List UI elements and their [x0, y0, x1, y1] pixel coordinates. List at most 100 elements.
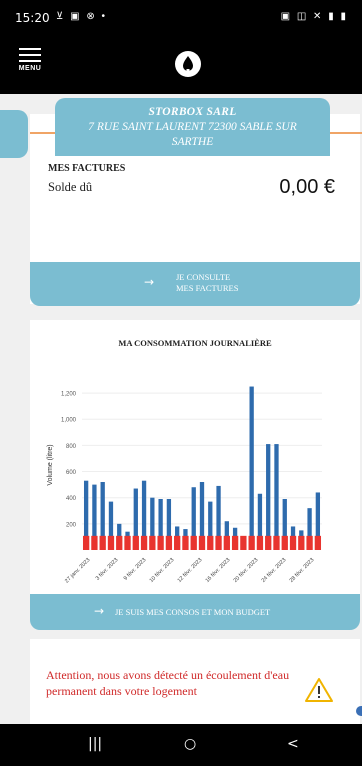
y-tick-label: 800 [66, 444, 77, 450]
chart-title: MA CONSOMMATION JOURNALIÈRE [118, 338, 272, 348]
warning-triangle-icon [305, 678, 333, 702]
y-tick-label: 600 [66, 470, 77, 476]
consult-invoices-button[interactable]: → JE CONSULTE MES FACTURES [30, 262, 360, 306]
consumption-chart-card: MA CONSOMMATION JOURNALIÈRE 200 400 600 800… [30, 320, 360, 620]
home-button[interactable]: ○ [184, 736, 197, 752]
consumption-bar [249, 386, 254, 550]
invoices-title: MES FACTURES [48, 163, 126, 174]
leak-alert-text: Attention, nous avons détecté un écoulem… [46, 668, 290, 698]
consumption-bar [191, 487, 196, 550]
baseline-bar [198, 535, 206, 550]
app-header: MENU [0, 34, 362, 94]
consumption-bar [315, 492, 321, 550]
back-button[interactable]: < [287, 736, 299, 752]
baseline-bar [124, 535, 131, 550]
y-tick-label: 1,000 [61, 418, 77, 424]
baseline-bar [298, 535, 305, 550]
consumption-chart: 200 400 600 800 1,000 1,200 Volume (litre) 27 j… [47, 386, 322, 584]
baseline-bar [91, 535, 98, 550]
baseline-bar [231, 535, 239, 550]
baseline-bar [240, 535, 247, 550]
balance-value: 0,00 € [279, 176, 335, 198]
baseline-bar [306, 535, 313, 550]
consumption-bar [141, 480, 147, 550]
menu-button[interactable]: MENU [10, 44, 50, 86]
baseline-bar [215, 535, 222, 550]
consumption-bar [282, 499, 287, 550]
consumption-budget-label: JE SUIS MES CONSOS ET MON BUDGET [115, 607, 271, 617]
baseline-bar [165, 535, 173, 550]
leak-alert-card[interactable]: Attention, nous avons détecté un écoulem… [30, 639, 360, 724]
consult-invoices-label-line-2: MES FACTURES [176, 283, 239, 293]
water-drop-logo-icon [175, 51, 201, 77]
baseline-bar [116, 535, 123, 550]
x-tick-label: 24 févr. 2023 [261, 557, 288, 584]
baseline-bar [256, 535, 264, 550]
y-axis-label: Volume (litre) [47, 444, 54, 485]
consumption-bar [307, 508, 312, 550]
consumption-bar [208, 501, 213, 550]
consumption-bar [158, 499, 163, 550]
baseline-bar [99, 535, 106, 550]
y-tick-label: 400 [66, 496, 77, 502]
baseline-bar [182, 535, 189, 550]
consumption-bar [133, 488, 138, 550]
address-tab[interactable]: STORBOX SARL 7 RUE SAINT LAURENT 72300 S… [55, 98, 330, 156]
baseline-bar [140, 535, 148, 550]
consumption-bar [257, 493, 263, 550]
x-tick-label: 9 févr. 2023 [123, 557, 148, 582]
consumption-bar [100, 482, 105, 550]
baseline-bar [149, 535, 156, 550]
x-tick-label: 12 févr. 2023 [177, 557, 204, 584]
recent-apps-button[interactable]: ||| [88, 736, 103, 752]
consumption-bar [83, 480, 89, 550]
consumption-bar [274, 444, 279, 550]
status-time: 15:20 [15, 11, 50, 25]
baseline-bar [289, 535, 297, 550]
status-bar: 15:20 ⊻ ▣ ⊗ • ▣ ◫ ✕ ▮ ▮ [0, 0, 362, 34]
previous-account-tab[interactable] [0, 110, 28, 158]
baseline-bar [157, 535, 164, 550]
main-content[interactable]: STORBOX SARL 7 RUE SAINT LAURENT 72300 S… [0, 94, 362, 724]
baseline-bar [132, 535, 139, 550]
x-tick-label: 3 févr. 2023 [95, 557, 120, 582]
baseline-bar [281, 535, 288, 550]
balance-label: Solde dû [48, 180, 93, 194]
arrow-right-icon: → [94, 604, 105, 618]
android-navigation-bar: ||| ○ < [0, 724, 362, 766]
floating-chat-handle[interactable] [356, 706, 362, 716]
consult-invoices-label-line-1: JE CONSULTE [176, 272, 231, 282]
consumption-bar [166, 499, 172, 550]
baseline-bar [223, 535, 230, 550]
address-line-2: SARTHE [171, 136, 214, 148]
baseline-bar [248, 535, 255, 550]
x-tick-label: 10 févr. 2023 [149, 557, 176, 584]
account-name: STORBOX SARL [148, 106, 237, 118]
consumption-bar [266, 444, 271, 550]
y-tick-label: 200 [66, 522, 77, 528]
x-tick-label: 28 févr. 2023 [289, 557, 316, 584]
baseline-bar [207, 535, 214, 550]
baseline-bar [174, 535, 181, 550]
x-tick-label: 20 févr. 2023 [233, 557, 260, 584]
baseline-bar [190, 535, 197, 550]
baseline-bar [273, 535, 280, 550]
y-tick-label: 1,200 [61, 392, 77, 398]
arrow-right-icon: → [144, 275, 155, 289]
baseline-bar [314, 535, 322, 550]
consumption-budget-button[interactable]: → JE SUIS MES CONSOS ET MON BUDGET [30, 594, 360, 630]
baseline-bar [107, 535, 115, 550]
consult-invoices-label: JE CONSULTE MES FACTURES [176, 272, 238, 294]
baseline-bar [265, 535, 272, 550]
consumption-bar [92, 484, 97, 550]
consumption-bar [216, 485, 221, 550]
consumption-bar [224, 521, 229, 550]
baseline-bar [82, 535, 90, 550]
consumption-bar [108, 501, 114, 550]
notification-icons: ⊻ ▣ ⊗ • [56, 11, 107, 22]
x-tick-label: 27 janv. 2023 [64, 557, 91, 584]
hamburger-icon [10, 48, 50, 62]
x-tick-label: 16 févr. 2023 [205, 557, 232, 584]
menu-label: MENU [18, 65, 42, 72]
address-line-1: 7 RUE SAINT LAURENT 72300 SABLE SUR [88, 121, 297, 133]
